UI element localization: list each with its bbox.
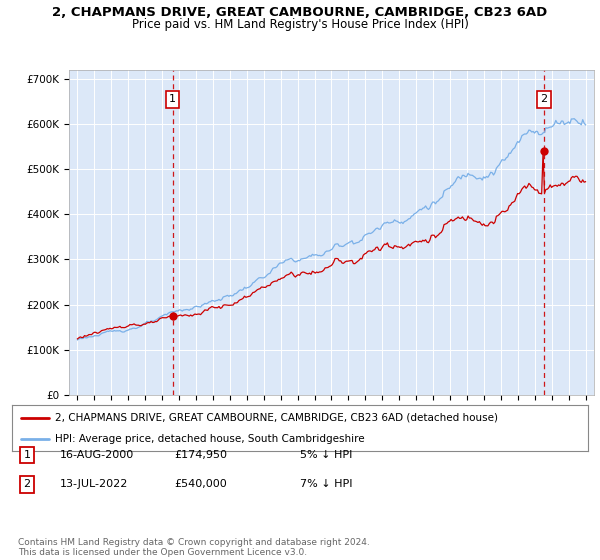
Text: 13-JUL-2022: 13-JUL-2022 — [60, 479, 128, 489]
Text: 7% ↓ HPI: 7% ↓ HPI — [300, 479, 353, 489]
Text: 16-AUG-2000: 16-AUG-2000 — [60, 450, 134, 460]
Text: £540,000: £540,000 — [174, 479, 227, 489]
Text: 2, CHAPMANS DRIVE, GREAT CAMBOURNE, CAMBRIDGE, CB23 6AD (detached house): 2, CHAPMANS DRIVE, GREAT CAMBOURNE, CAMB… — [55, 413, 498, 423]
Text: HPI: Average price, detached house, South Cambridgeshire: HPI: Average price, detached house, Sout… — [55, 435, 365, 444]
Text: 2, CHAPMANS DRIVE, GREAT CAMBOURNE, CAMBRIDGE, CB23 6AD: 2, CHAPMANS DRIVE, GREAT CAMBOURNE, CAMB… — [52, 6, 548, 18]
Text: 1: 1 — [169, 94, 176, 104]
Text: Price paid vs. HM Land Registry's House Price Index (HPI): Price paid vs. HM Land Registry's House … — [131, 18, 469, 31]
Text: 2: 2 — [23, 479, 31, 489]
Text: 5% ↓ HPI: 5% ↓ HPI — [300, 450, 352, 460]
Text: 2: 2 — [540, 94, 547, 104]
Text: £174,950: £174,950 — [174, 450, 227, 460]
Text: Contains HM Land Registry data © Crown copyright and database right 2024.
This d: Contains HM Land Registry data © Crown c… — [18, 538, 370, 557]
Text: 1: 1 — [23, 450, 31, 460]
